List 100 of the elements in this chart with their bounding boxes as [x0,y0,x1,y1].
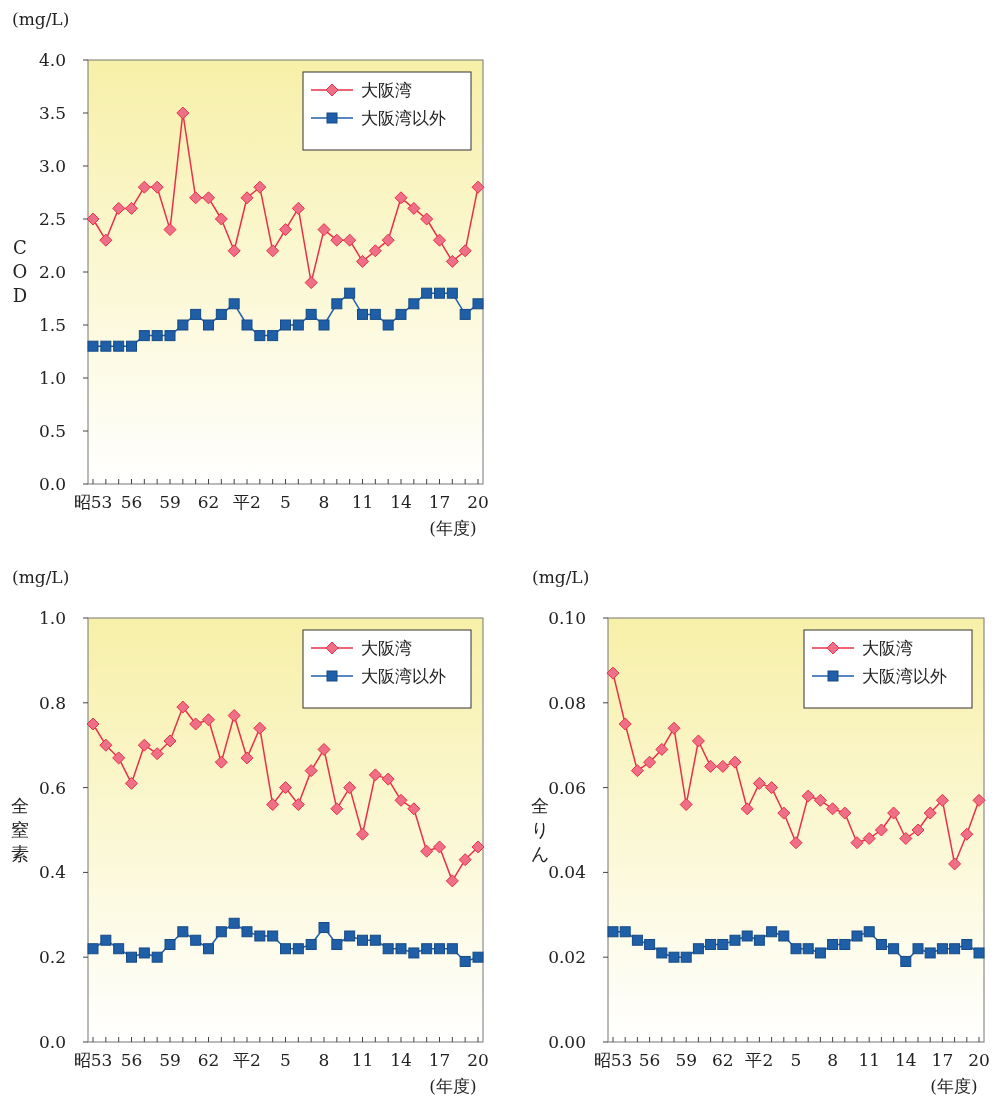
point [752,776,766,790]
point [407,802,421,816]
legend-label: 大阪湾 [862,638,913,658]
point [445,874,459,888]
x-tick-label: 8 [318,492,330,512]
point [113,943,125,955]
point [151,330,163,342]
x-axis-title: (年度) [429,518,477,538]
y-tick-label: 4.0 [38,50,66,70]
x-tick-label: 8 [318,1050,330,1070]
point [704,759,718,773]
point [644,938,656,950]
point [765,781,779,795]
point [394,191,408,205]
point [924,947,936,959]
x-tick-label: 20 [467,492,489,512]
point [619,926,631,938]
point [280,319,291,331]
point [266,798,280,812]
point [331,298,343,310]
point [99,738,113,752]
point [471,180,485,194]
legend-label: 大阪湾 [361,638,412,658]
point [241,926,253,938]
point [227,244,241,258]
point [203,319,214,331]
point [753,934,765,946]
point [395,943,407,955]
point [434,943,445,955]
x-tick-label: 5 [280,492,291,512]
x-tick-label: 17 [931,1050,954,1070]
point [267,330,279,342]
point [368,244,382,258]
y-tick-label: 0.6 [38,777,66,798]
point [777,806,791,820]
point [138,947,150,959]
point [433,840,446,854]
point [253,721,267,735]
point [317,223,331,237]
point [357,934,368,946]
legend-label: 大阪湾以外 [862,666,947,686]
point [189,191,203,205]
x-tick-label: 20 [467,1050,489,1070]
point [420,212,434,226]
point [875,938,887,950]
x-tick-label: 平2 [233,1050,261,1070]
point [973,947,985,959]
x-tick-label: 11 [351,1050,374,1070]
point [189,717,203,731]
point [87,340,99,352]
point [850,836,864,850]
point [472,298,484,310]
point [214,755,228,769]
point [241,319,253,331]
x-tick-label: 14 [390,492,412,512]
point [267,930,279,942]
point [100,934,112,946]
point [421,287,433,299]
x-tick-label: 11 [351,492,374,512]
point [305,938,317,950]
point [369,934,381,946]
point [228,917,240,929]
point [137,180,151,194]
point [292,943,304,955]
point [291,798,305,812]
point [344,930,356,942]
point [778,930,790,942]
point [190,308,202,320]
point [717,938,729,950]
point [802,943,814,955]
point [304,764,318,778]
point [789,836,803,850]
x-tick-label: 昭53 [73,492,113,512]
point [176,106,190,120]
point [240,191,254,205]
point [790,943,802,955]
point [126,340,137,352]
point [814,947,826,959]
point [813,793,827,807]
point [86,212,100,226]
text: (mg/L) [12,567,70,587]
y-tick-label: 0.04 [548,862,586,883]
point [935,793,949,807]
point [705,938,717,950]
x-tick-label: 14 [390,1050,412,1070]
point [227,709,241,723]
point [630,764,644,778]
y-tick-label: 1.0 [38,368,66,388]
point [728,755,742,769]
point [266,244,280,258]
point [740,802,754,816]
y-axis-title: 全りん [531,795,549,864]
point [394,793,408,807]
point [330,233,344,247]
point [291,201,305,215]
point [254,930,266,942]
point [407,201,421,215]
point [164,938,176,950]
y-tick-label: 0.4 [38,862,66,883]
point [923,806,937,820]
